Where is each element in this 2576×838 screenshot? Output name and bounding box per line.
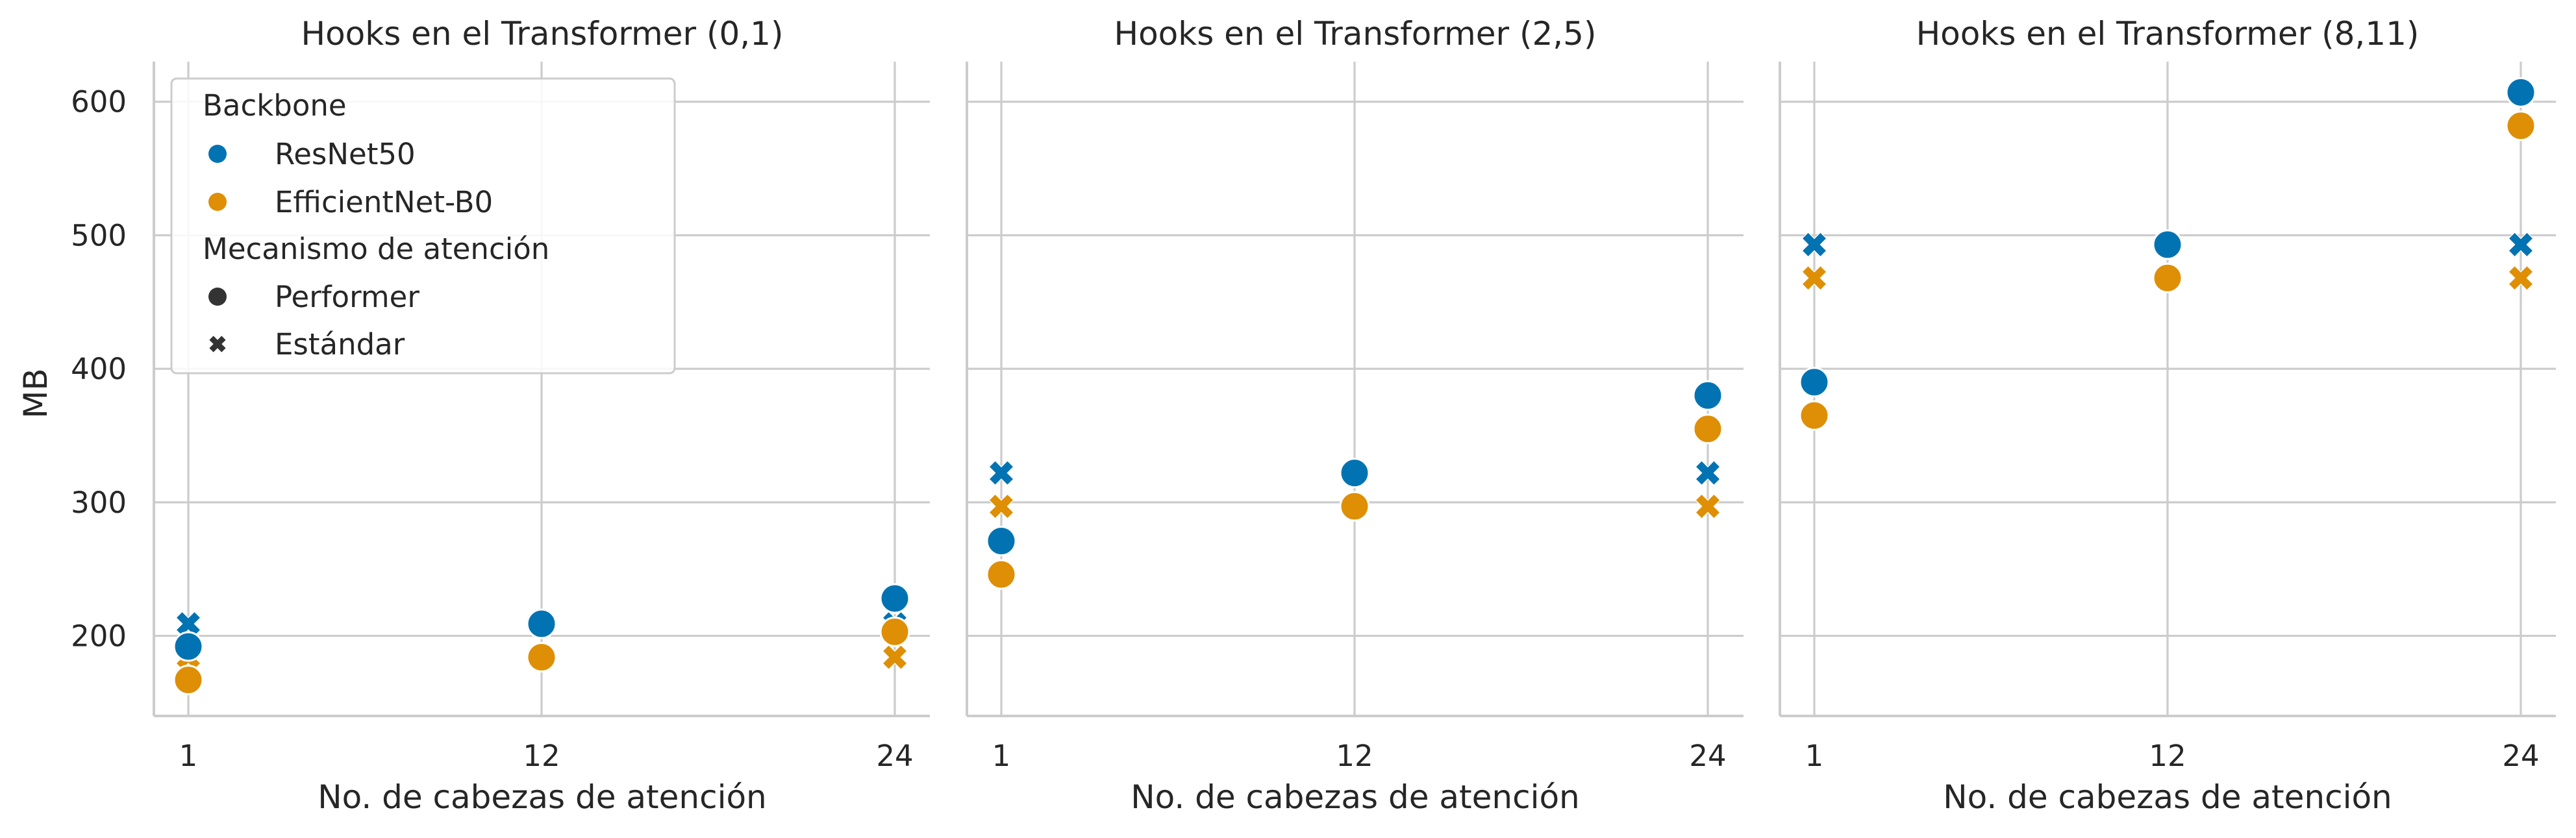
panel-1-point-resnet50-performer [1339,458,1370,489]
legend-frame [170,77,676,375]
y-tick-label: 400 [71,352,127,386]
panel-1-xlabel: No. de cabezas de atención [1131,778,1580,816]
panel-0-xlabel: No. de cabezas de atención [318,778,767,816]
panel-2-point-efficientnet-b0-performer [1799,400,1830,431]
panel-1-point-resnet50-performer [986,526,1017,557]
panel-2-x-tick-label: 1 [1805,739,1824,773]
panel-1-point-efficientnet-b0-estandar [988,493,1014,519]
panel-1-x-tick-label: 12 [1336,739,1373,773]
panel-0-title: Hooks en el Transformer (0,1) [301,15,783,53]
panel-2-point-efficientnet-b0-estandar [2508,265,2534,291]
legend-efficientnet-label: EfficientNet-B0 [275,185,493,219]
legend-efficientnet-marker [208,193,227,211]
panel-1-x-tick-label: 24 [1689,739,1726,773]
panel-2-x-tick-label: 24 [2502,739,2539,773]
panel-0-point-efficientnet-b0-performer [526,641,557,672]
legend-estandar-marker [209,336,226,352]
panel-2-plot-area: 1 12 24 [1779,62,2556,773]
panel-2-x-tick-label: 12 [2149,739,2186,773]
panel-2-point-resnet50-performer [1799,367,1830,398]
legend-estandar-label: Estándar [275,327,405,362]
panel-1-point-efficientnet-b0-estandar [1695,493,1721,519]
panel-1: Hooks en el Transformer (2,5) No. de cab… [1114,15,1596,816]
legend-hue-title: Backbone [203,88,347,123]
panel-0-x-tick-label: 24 [876,739,913,773]
panel-0-point-resnet50-performer [879,583,910,614]
panel-0-point-efficientnet-b0-performer [173,664,204,695]
panel-2-point-resnet50-performer [2152,229,2183,260]
panel-2-xlabel: No. de cabezas de atención [1943,778,2392,816]
panel-2-point-efficientnet-b0-performer [2505,110,2536,142]
legend-resnet50-label: ResNet50 [275,137,416,171]
legend-performer-marker [208,288,227,306]
y-axis-label: MB [17,368,55,418]
panel-2-point-resnet50-estandar [1801,231,1827,258]
y-tick-label: 300 [71,486,127,520]
panel-0: Hooks en el Transformer (0,1) No. de cab… [17,15,784,816]
panel-1-point-efficientnet-b0-performer [986,559,1017,590]
panel-1-plot-area: 1 12 24 [966,62,1744,773]
panel-0-point-resnet50-performer [173,631,204,662]
panel-0-x-tick-label: 12 [523,739,560,773]
panel-2-point-efficientnet-b0-estandar [1801,265,1827,291]
panel-2-point-resnet50-performer [2505,77,2536,108]
panel-1-point-efficientnet-b0-performer [1339,491,1370,522]
panel-2-point-resnet50-estandar [2508,231,2534,258]
panel-1-point-resnet50-estandar [988,460,1014,486]
y-tick-label: 200 [71,619,127,654]
panel-1-point-efficientnet-b0-performer [1692,413,1723,445]
panel-2-title: Hooks en el Transformer (8,11) [1916,15,2420,53]
panel-0-point-efficientnet-b0-performer [879,616,910,647]
panel-1-point-resnet50-performer [1692,380,1723,411]
legend-performer-label: Performer [275,280,419,314]
y-tick-label: 500 [71,218,127,253]
panel-1-point-resnet50-estandar [1695,460,1721,486]
panel-1-x-tick-label: 1 [992,739,1011,773]
panel-1-title: Hooks en el Transformer (2,5) [1114,15,1596,53]
y-tick-label: 600 [71,85,127,119]
panel-0-x-tick-label: 1 [179,739,198,773]
panel-2: Hooks en el Transformer (8,11) No. de ca… [1916,15,2420,816]
panel-0-point-resnet50-performer [526,608,557,639]
legend-resnet50-marker [208,145,227,163]
panel-2-point-efficientnet-b0-performer [2152,262,2183,293]
legend-style-title: Mecanismo de atención [203,232,549,266]
legend: Backbone ResNet50 EfficientNet-B0 Mecani… [170,77,676,375]
